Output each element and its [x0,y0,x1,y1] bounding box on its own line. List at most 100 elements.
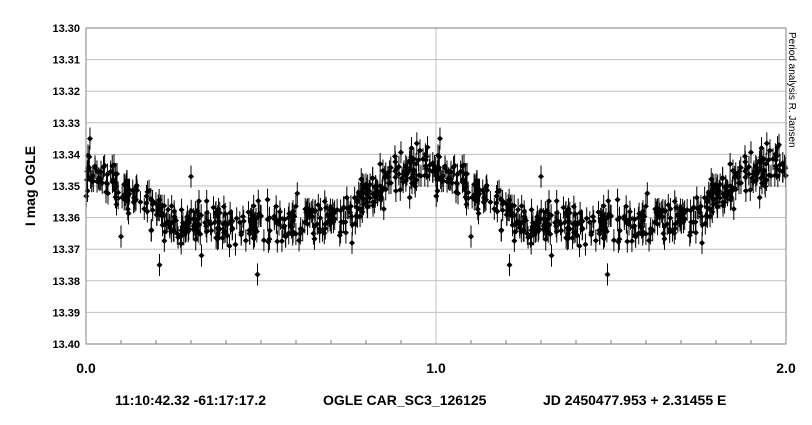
side-note: Period analysis R. Jansen [786,32,797,148]
data-point [166,214,173,237]
data-point [165,198,172,221]
data-point [516,214,523,237]
data-point [461,154,468,177]
data-point [349,231,355,254]
data-point [583,207,590,230]
data-point [255,189,262,212]
data-point [527,225,534,248]
y-tick-label: 13.33 [52,118,80,130]
data-point [487,191,494,214]
data-point [747,141,754,164]
data-point [417,164,424,187]
data-point [208,219,215,242]
data-point [171,205,178,228]
data-point [697,201,704,224]
data-point [590,210,597,233]
data-point [421,164,428,187]
data-point [660,222,667,245]
data-point [299,219,306,242]
data-point [198,244,205,267]
data-point [185,218,192,241]
data-point [494,200,501,223]
data-point [667,197,674,221]
data-point [436,145,443,168]
x-tick-label: 1.0 [426,360,446,376]
data-point [483,176,490,199]
data-point [708,168,715,191]
data-point [324,203,331,226]
data-point [336,224,343,247]
y-tick-label: 13.38 [52,276,80,288]
data-point [714,191,721,214]
data-point [271,208,278,231]
data-point [125,184,132,208]
data-point [182,220,189,243]
data-point [661,200,668,223]
data-point [605,189,612,212]
y-tick-label: 13.37 [52,244,80,256]
data-point [515,198,522,221]
data-point [86,127,93,150]
data-point [285,206,292,229]
data-point [628,230,635,253]
data-point [544,208,551,231]
data-point [413,152,420,175]
data-point [358,168,365,191]
data-point [692,221,699,244]
data-point [100,156,107,179]
data-point [535,218,542,241]
data-point [592,229,599,252]
data-point [319,219,326,242]
data-point [337,221,344,244]
data-point [113,193,120,216]
data-point [674,203,681,226]
data-point [438,170,445,193]
data-point [548,244,555,267]
data-point [608,204,615,228]
data-point [153,203,160,226]
data-point [194,208,201,231]
data-point [767,164,774,187]
data-point [686,224,693,247]
data-point [524,222,531,245]
data-point [212,201,219,224]
data-point [763,132,770,155]
data-point [143,185,150,208]
data-point [170,209,177,233]
data-point [564,217,571,240]
data-point [461,178,468,201]
data-point [347,201,354,224]
data-point [450,156,457,179]
data-point [266,228,273,251]
data-point [419,148,426,171]
data-point [253,207,260,231]
data-point [508,204,515,227]
data-point [741,145,748,168]
data-point [364,195,371,218]
data-point [758,137,765,160]
data-point [635,206,642,229]
data-point [406,186,413,209]
data-point [745,155,752,178]
data-point [463,193,470,216]
data-point [714,195,721,218]
data-point [308,200,315,223]
y-tick-label: 13.34 [52,149,80,161]
data-point [493,185,500,208]
data-point [177,225,184,248]
data-point [475,202,482,225]
data-point [603,207,610,231]
data-point [214,217,221,240]
plot-frame [85,27,787,345]
footer-object-name: OGLE CAR_SC3_126125 [323,392,487,408]
data-point [296,229,303,252]
data-point [407,167,414,190]
data-point [210,196,217,219]
y-tick-label: 13.32 [52,86,80,98]
data-point [84,179,91,202]
data-point [395,155,402,178]
data-point [97,168,104,191]
data-point [315,194,322,217]
data-point [521,205,528,228]
data-point [560,196,567,219]
